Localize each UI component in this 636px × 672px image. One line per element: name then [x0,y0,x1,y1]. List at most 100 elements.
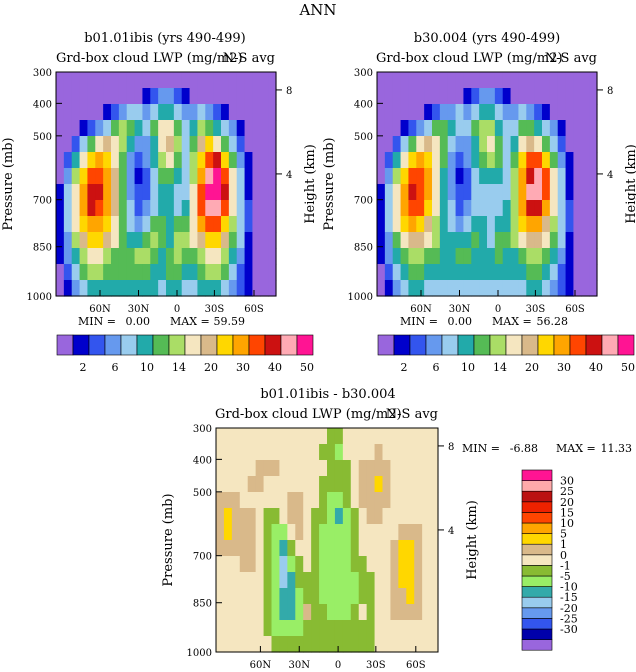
contour-cell [111,136,120,153]
contour-cell [358,444,368,461]
contour-cell [510,120,520,137]
contour-cell [430,604,439,621]
contour-cell [71,280,81,297]
contour-cell [463,136,472,153]
contour-cell [400,104,410,121]
contour-cell [494,248,504,265]
contour-cell [197,264,206,281]
contour-cell [377,104,386,121]
contour-cell [534,104,543,121]
contour-cell [111,168,120,185]
contour-cell [487,104,496,121]
colorbar-label: -30 [560,623,578,636]
contour-cell [134,184,144,201]
contour-cell [118,168,128,185]
contour-cell [228,184,238,201]
contour-cell [56,152,65,169]
contour-cell [406,540,415,557]
contour-cell [95,72,104,89]
y-axis-label: Pressure (mb) [1,137,16,230]
contour-cell [408,104,417,121]
contour-cell [268,88,277,105]
contour-cell [392,72,402,89]
contour-cell [95,136,104,153]
contour-cell [71,232,81,249]
contour-cell [221,152,230,169]
contour-cell [416,248,425,265]
contour-cell [103,168,112,185]
contour-cell [126,136,136,153]
contour-cell [581,168,590,185]
contour-cell [518,184,527,201]
colorbar-swatch [168,334,186,356]
contour-cell [197,280,206,297]
contour-cell [390,636,399,653]
colorbar-swatch [248,334,266,356]
contour-cell [447,72,457,89]
min-label: MIN = [400,315,438,328]
contour-cell [494,168,504,185]
contour-cell [260,88,269,105]
x-tick-label: 30S [205,304,225,315]
contour-cell [247,620,257,637]
panel-title: b01.01ibis - b30.004 [260,387,395,402]
x-tick-label: 30S [526,304,546,315]
contour-cell [252,248,261,265]
contour-cell [447,152,457,169]
contour-cell [518,200,527,217]
contour-cell [221,136,230,153]
contour-cell [382,508,392,525]
contour-cell [205,216,214,233]
contour-cell [303,556,312,573]
contour-cell [197,72,206,89]
contour-cell [56,88,65,105]
x-tick-label: 30S [366,660,386,671]
y-tick-label: 300 [193,424,212,435]
contour-cell [268,72,277,89]
contour-cell [430,508,439,525]
contour-cell [158,184,167,201]
contour-cell [71,136,81,153]
contour-cell [400,232,410,249]
contour-cell [542,88,551,105]
contour-cell [439,248,449,265]
contour-cell [158,280,167,297]
contour-cell [279,492,288,509]
contour-cell [424,200,433,217]
contour-cell [447,184,457,201]
contour-cell [319,476,328,493]
contour-cell [374,476,384,493]
contour-cell [319,428,328,445]
contour-cell [231,604,241,621]
contour-cell [526,264,535,281]
contour-cell [268,216,277,233]
contour-cell [382,460,392,477]
colorbar-label: 10 [461,361,475,374]
contour-cell [181,168,191,185]
contour-cell [390,492,399,509]
contour-cell [255,556,265,573]
contour-cell [589,72,598,89]
contour-cell [255,588,265,605]
contour-cell [400,248,410,265]
contour-cell [342,492,352,509]
contour-cell [422,444,431,461]
colorbar-swatch [585,334,603,356]
contour-cell [228,248,238,265]
contour-cell [494,88,504,105]
contour-cell [342,556,352,573]
contour-cell [398,636,407,653]
contour-cell [231,620,241,637]
plot-frame [215,427,439,653]
contour-cell [447,248,457,265]
contour-cell [216,572,225,589]
contour-cell [126,248,136,265]
contour-cell [518,88,527,105]
contour-cell [400,280,410,297]
contour-cell [181,72,191,89]
contour-cell [471,200,480,217]
contour-cell [374,428,384,445]
contour-cell [510,88,520,105]
colorbar-label: 20 [525,361,539,374]
contour-cell [384,88,394,105]
